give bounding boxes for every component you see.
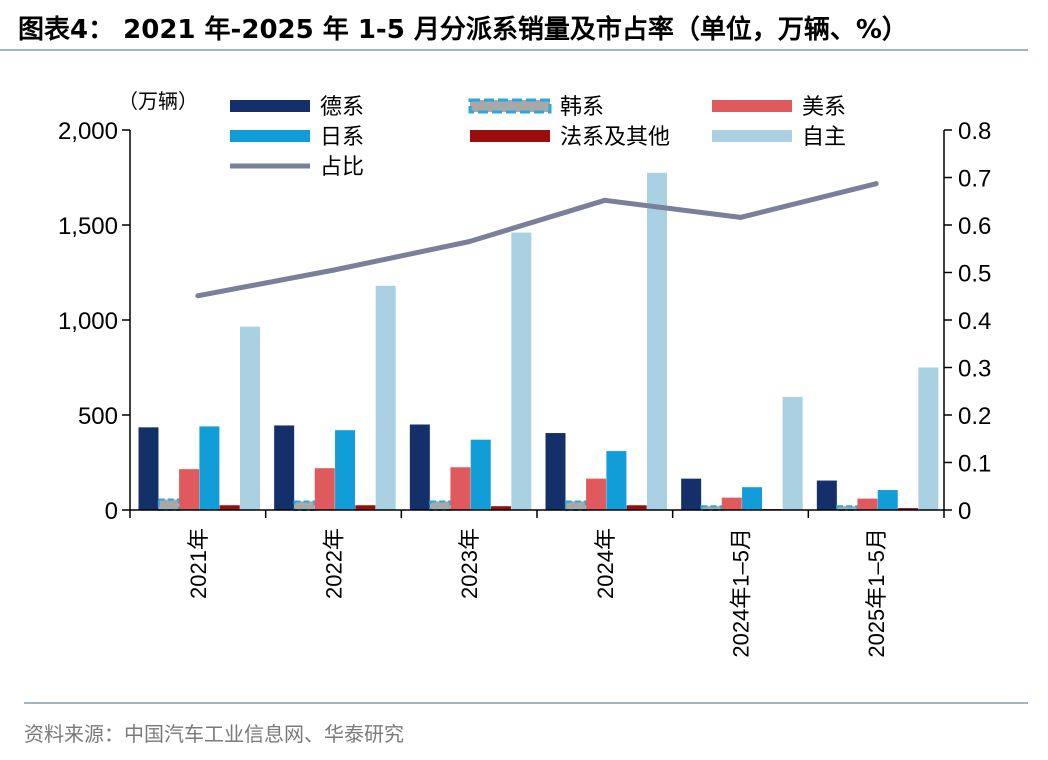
left-tick-label: 2,000 — [58, 118, 118, 145]
legend-label: 自主 — [802, 125, 846, 150]
bar — [742, 487, 763, 510]
line-point — [466, 239, 472, 245]
bar — [898, 508, 919, 510]
bar — [626, 505, 647, 510]
legend-label: 韩系 — [560, 95, 604, 120]
unit-label: （万辆） — [118, 89, 198, 113]
bar — [375, 285, 396, 510]
bar — [179, 469, 200, 510]
right-tick-label: 0.6 — [958, 213, 991, 240]
bar — [409, 424, 430, 510]
x-tick-label: 2023年 — [457, 528, 482, 599]
bar — [429, 500, 452, 512]
bar — [564, 500, 587, 512]
right-tick-label: 0.7 — [958, 166, 991, 193]
right-tick-label: 0.8 — [958, 118, 991, 145]
right-tick-label: 0.4 — [958, 308, 991, 335]
left-tick-label: 500 — [78, 403, 118, 430]
bar — [721, 497, 742, 510]
bar — [545, 433, 566, 510]
source-note: 资料来源：中国汽车工业信息网、华泰研究 — [24, 722, 404, 746]
bar — [335, 430, 356, 510]
bar — [491, 506, 512, 510]
x-tick-label: 2024年1–5月 — [729, 528, 754, 658]
right-tick-label: 0.2 — [958, 403, 991, 430]
right-tick-label: 0.3 — [958, 356, 991, 383]
legend-label: 日系 — [320, 125, 364, 150]
bar — [240, 326, 260, 510]
bar — [157, 498, 180, 511]
line-point — [331, 267, 336, 273]
bar — [470, 439, 491, 510]
legend-label: 美系 — [802, 95, 846, 120]
right-tick-label: 0.5 — [958, 261, 991, 288]
share-line — [195, 181, 879, 299]
legend-swatch — [470, 130, 550, 142]
bar — [219, 505, 240, 510]
line-point — [738, 214, 743, 220]
bar — [606, 451, 627, 510]
legend-swatch — [230, 100, 310, 112]
bar — [700, 505, 723, 512]
line-point — [602, 197, 608, 203]
right-axis: 0 0.1 0.2 0.3 0.4 0.5 0.6 0.7 0.8 — [943, 118, 991, 525]
bar — [511, 232, 532, 510]
bar — [274, 425, 295, 510]
left-tick-label: 1,000 — [58, 308, 118, 335]
line-point — [195, 293, 201, 299]
bar — [199, 426, 220, 510]
x-tick-label: 2024年 — [593, 528, 618, 599]
right-tick-label: 0.1 — [958, 451, 991, 478]
bar — [918, 367, 939, 510]
bar — [586, 478, 607, 510]
right-tick-label: 0 — [958, 498, 971, 525]
bar — [836, 505, 859, 512]
bar — [355, 505, 376, 510]
x-axis: 2021年 2022年 2023年 2024年 2024年1–5月 2025年1–5月 — [129, 509, 945, 658]
legend-label: 德系 — [320, 95, 364, 120]
line-point — [873, 181, 879, 187]
bar — [314, 468, 335, 510]
legend-label: 法系及其他 — [560, 125, 670, 150]
bar — [293, 500, 316, 512]
x-tick-label: 2025年1–5月 — [864, 528, 889, 658]
legend-swatch — [712, 100, 792, 112]
left-tick-label: 0 — [105, 498, 118, 525]
bar — [877, 490, 898, 510]
x-tick-label: 2022年 — [322, 528, 347, 599]
line-path — [197, 181, 877, 299]
bar — [857, 498, 878, 510]
bars — [138, 172, 939, 512]
bar — [647, 172, 667, 510]
legend-swatch — [468, 98, 552, 114]
bar — [681, 478, 702, 510]
page-title: 图表4： 2021 年-2025 年 1-5 月分派系销量及市占率（单位，万辆、… — [18, 15, 908, 45]
legend-label: 占比 — [320, 155, 364, 180]
legend-swatch — [230, 130, 310, 142]
x-tick-label: 2021年 — [186, 528, 211, 599]
bar — [138, 427, 159, 510]
bar — [816, 480, 837, 510]
left-axis: 0 500 1,000 1,500 2,000 — [58, 118, 131, 525]
legend-swatch — [712, 130, 792, 142]
bar — [450, 467, 471, 510]
left-tick-label: 1,500 — [58, 213, 118, 240]
bar — [782, 396, 803, 510]
